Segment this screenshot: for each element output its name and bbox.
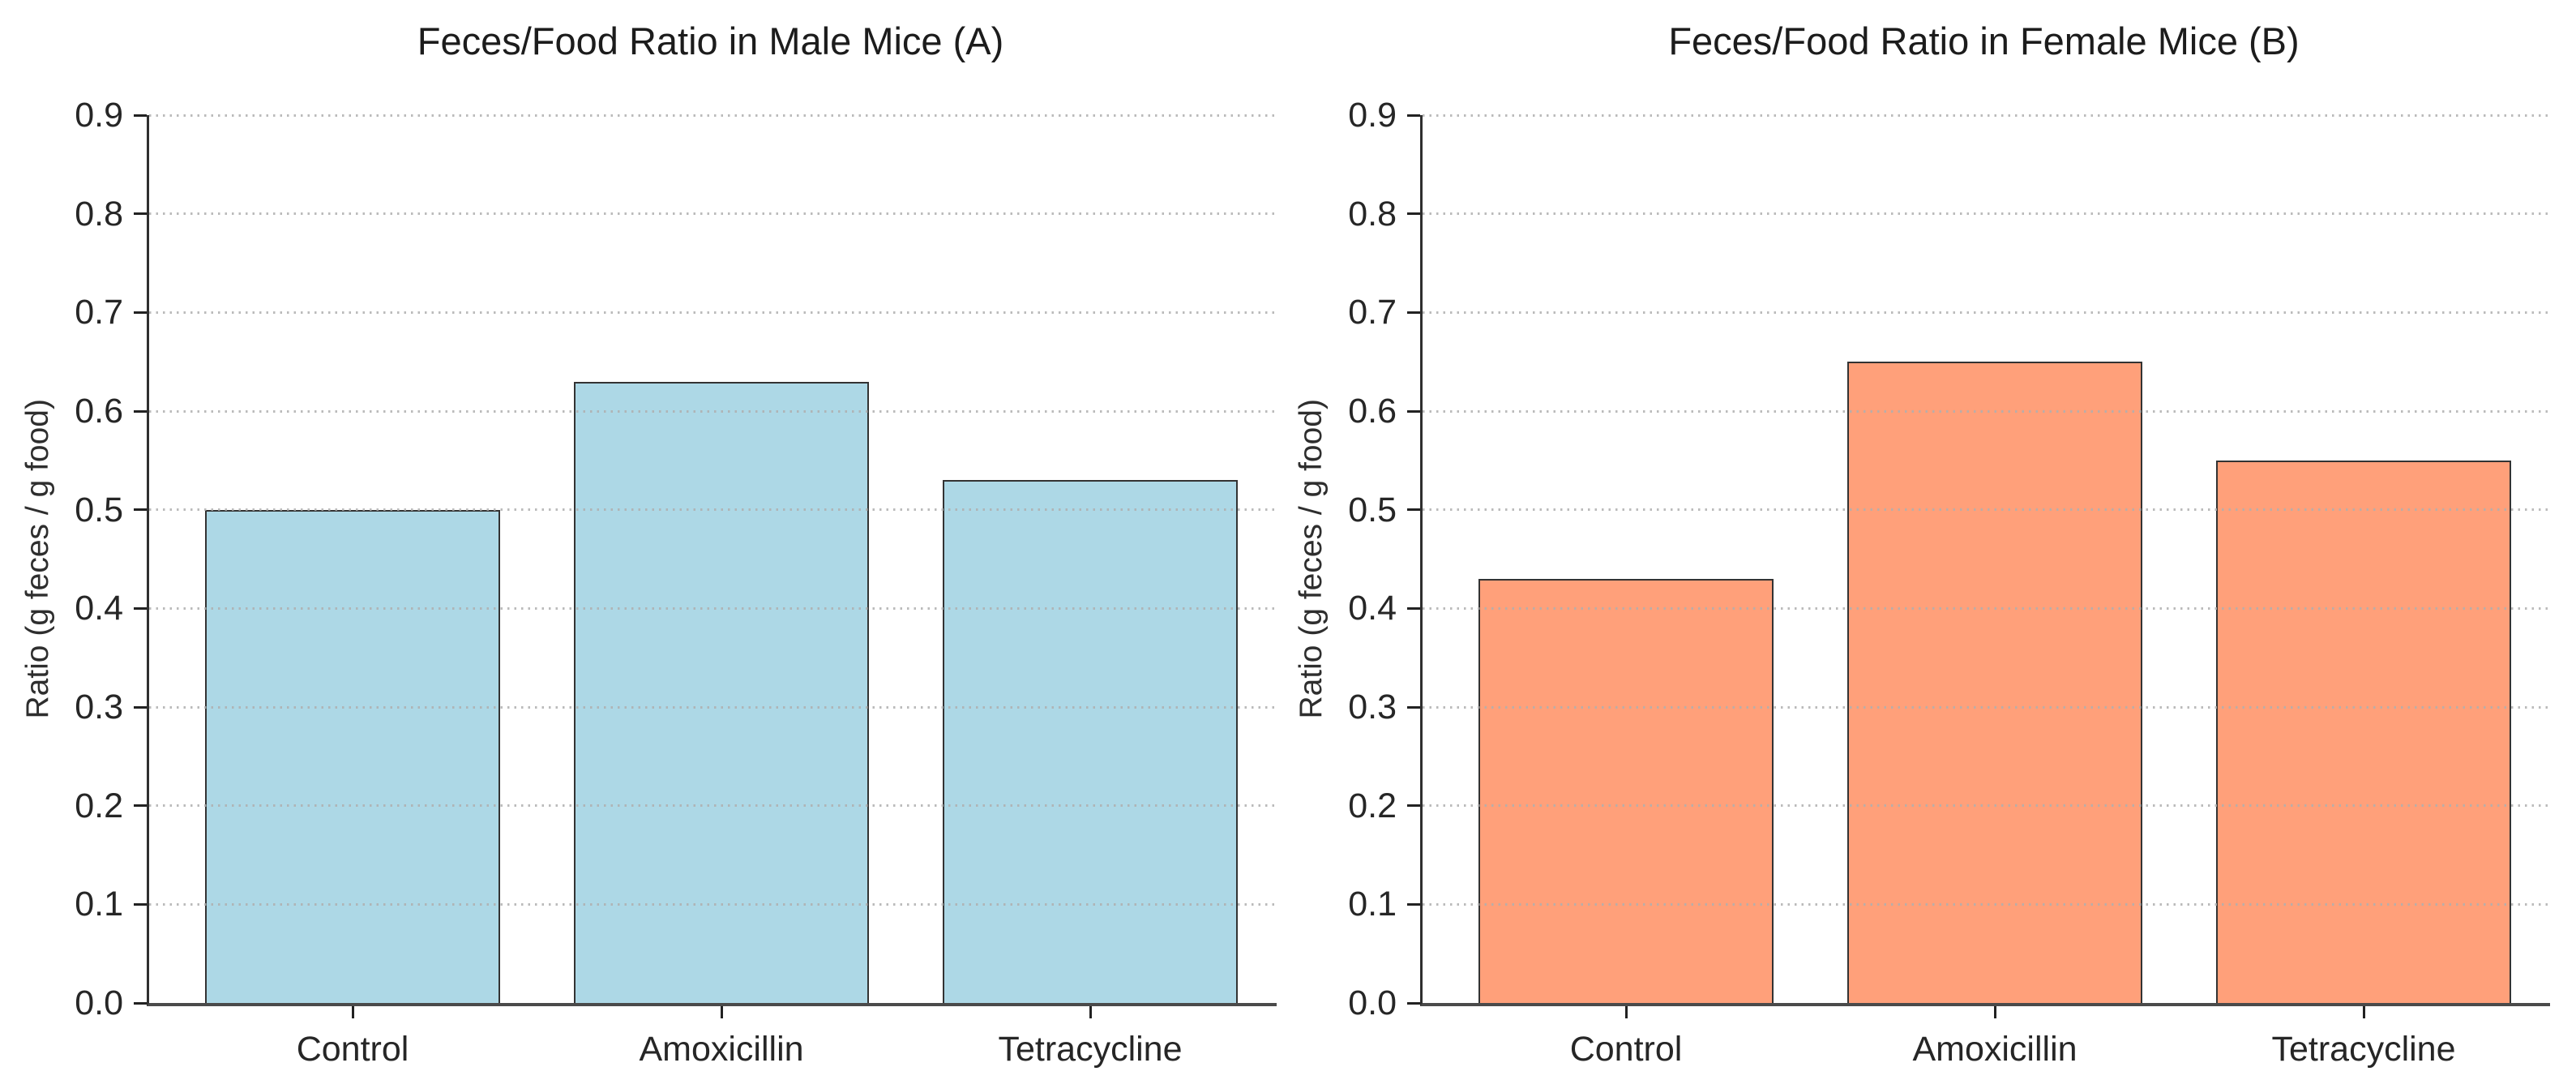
y-gridline — [1423, 212, 2550, 216]
plot-area: 0.0 0.1 0.2 0.3 0.4 0.5 0.6 0.7 0.8 0.9 Control Amo… — [75, 96, 1277, 1069]
x-tick-mark — [2362, 1006, 2365, 1018]
bar-tetracycline — [2216, 460, 2511, 1003]
bar-control — [1478, 578, 1774, 1003]
y-tick-label: 0.9 — [1348, 96, 1397, 135]
y-tick-mark — [134, 409, 147, 413]
x-tick-label-tetracycline: Tetracycline — [998, 1030, 1183, 1069]
y-tick-label: 0.2 — [1348, 786, 1397, 825]
y-tick-mark — [134, 1001, 147, 1005]
y-tick-mark — [134, 902, 147, 906]
y-tick-mark — [1407, 508, 1420, 512]
y-tick-mark — [134, 705, 147, 709]
x-tick-label-amoxicillin: Amoxicillin — [639, 1030, 804, 1069]
y-tick-label: 0.9 — [75, 96, 123, 135]
y-tick-label: 0.7 — [1348, 293, 1397, 332]
y-tick-mark — [1407, 114, 1420, 117]
y-tick-mark — [1407, 212, 1420, 216]
y-tick-label: 0.1 — [75, 885, 123, 924]
x-tick-label-amoxicillin: Amoxicillin — [1912, 1030, 2077, 1069]
y-tick-label: 0.6 — [75, 392, 123, 431]
chart-title: Feces/Food Ratio in Male Mice (A) — [417, 19, 1004, 62]
y-tick-mark — [134, 212, 147, 216]
y-tick-mark — [134, 804, 147, 808]
x-tick-mark — [351, 1006, 354, 1018]
y-tick-label: 0.3 — [1348, 688, 1397, 726]
y-tick-mark — [134, 508, 147, 512]
x-tick-mark — [1089, 1006, 1092, 1018]
y-tick-mark — [1407, 311, 1420, 314]
y-tick-label: 0.4 — [1348, 589, 1397, 628]
bar-tetracycline — [943, 480, 1238, 1003]
y-tick-label: 0.0 — [75, 984, 123, 1022]
x-tick-label-tetracycline: Tetracycline — [2271, 1030, 2456, 1069]
bar-amoxicillin — [574, 381, 869, 1003]
y-tick-mark — [1407, 902, 1420, 906]
y-tick-label: 0.1 — [1348, 885, 1397, 924]
y-tick-mark — [1407, 606, 1420, 610]
x-tick-label-control: Control — [1569, 1030, 1683, 1069]
x-tick-mark — [1993, 1006, 1996, 1018]
y-tick-mark — [134, 114, 147, 117]
bar-control — [205, 509, 500, 1003]
y-tick-label: 0.7 — [75, 293, 123, 332]
y-tick-mark — [134, 311, 147, 314]
y-tick-label: 0.5 — [1348, 490, 1397, 529]
y-tick-mark — [1407, 1001, 1420, 1005]
y-gridline — [1423, 114, 2550, 117]
y-gridline — [1423, 311, 2550, 314]
y-axis-label-container: Ratio (g feces / g food) — [1288, 115, 1335, 1003]
chart-title: Feces/Food Ratio in Female Mice (B) — [1668, 19, 2300, 62]
y-tick-label: 0.8 — [75, 194, 123, 234]
bar-amoxicillin — [1847, 362, 2142, 1003]
x-tick-mark — [720, 1006, 723, 1018]
y-tick-label: 0.4 — [75, 589, 123, 628]
y-tick-mark — [134, 606, 147, 610]
y-tick-label: 0.5 — [75, 490, 123, 529]
y-tick-mark — [1407, 409, 1420, 413]
y-tick-mark — [1407, 804, 1420, 808]
plot-area: 0.0 0.1 0.2 0.3 0.4 0.5 0.6 0.7 0.8 0.9 Control Amo… — [1348, 96, 2550, 1069]
y-tick-label: 0.6 — [1348, 392, 1397, 431]
x-tick-mark — [1624, 1006, 1628, 1018]
y-tick-label: 0.0 — [1348, 984, 1397, 1022]
x-tick-label-control: Control — [296, 1030, 409, 1069]
y-tick-label: 0.2 — [75, 786, 123, 825]
y-tick-label: 0.8 — [1348, 194, 1397, 234]
y-axis-label: Ratio (g feces / g food) — [1294, 399, 1329, 719]
y-tick-label: 0.3 — [75, 688, 123, 726]
y-tick-mark — [1407, 705, 1420, 709]
